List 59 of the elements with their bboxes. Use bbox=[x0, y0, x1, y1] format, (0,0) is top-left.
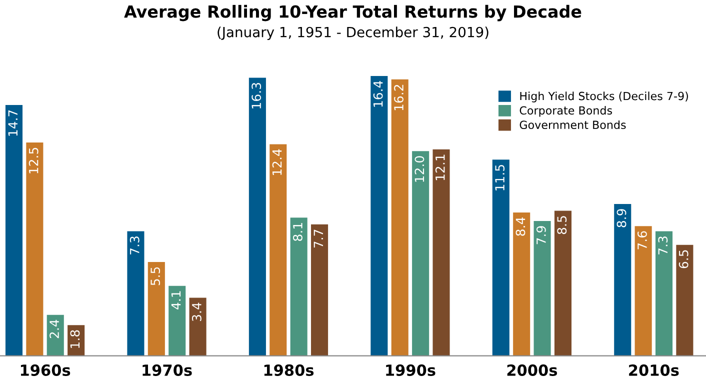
chart-subtitle: (January 1, 1951 - December 31, 2019) bbox=[218, 26, 488, 40]
bar bbox=[127, 231, 144, 356]
bar bbox=[676, 244, 694, 356]
bar bbox=[534, 221, 551, 356]
data-label: 1.8 bbox=[70, 330, 80, 348]
bar bbox=[5, 105, 23, 356]
data-label: 2.4 bbox=[50, 320, 59, 338]
data-label: 16.2 bbox=[394, 84, 404, 110]
data-label: 12.4 bbox=[272, 149, 282, 175]
legend-label: Corporate Bonds bbox=[520, 106, 612, 117]
bar bbox=[311, 224, 328, 356]
bar bbox=[655, 231, 673, 356]
data-label: 12.5 bbox=[28, 148, 38, 174]
data-label: 7.9 bbox=[536, 226, 546, 244]
data-label: 3.4 bbox=[192, 302, 202, 321]
data-label: 7.3 bbox=[130, 236, 140, 254]
bar bbox=[189, 298, 206, 356]
chart-title: Average Rolling 10-Year Total Returns by Decade bbox=[124, 4, 582, 22]
x-tick-label: 1960s bbox=[20, 364, 70, 376]
bar bbox=[270, 144, 287, 356]
data-label: 12.0 bbox=[414, 156, 424, 182]
data-label: 8.5 bbox=[557, 216, 567, 234]
data-label: 8.1 bbox=[293, 223, 302, 241]
bar bbox=[168, 286, 186, 356]
bar bbox=[412, 151, 430, 356]
data-label: 12.1 bbox=[435, 154, 445, 180]
bar bbox=[26, 142, 44, 356]
x-tick-label: 1990s bbox=[386, 364, 436, 376]
bar bbox=[148, 262, 165, 356]
data-label: 16.4 bbox=[373, 80, 383, 107]
bar bbox=[46, 314, 64, 356]
data-label: 6.5 bbox=[678, 250, 688, 268]
data-label: 7.6 bbox=[637, 231, 647, 250]
bar bbox=[492, 160, 510, 356]
x-tick-label: 1970s bbox=[142, 364, 192, 376]
x-tick-label: 2010s bbox=[629, 364, 679, 376]
bar bbox=[68, 325, 85, 356]
x-tick-label: 2000s bbox=[507, 364, 558, 376]
data-label: 14.7 bbox=[8, 110, 18, 136]
data-label: 7.3 bbox=[658, 236, 668, 254]
bar bbox=[513, 212, 530, 356]
data-label: 4.1 bbox=[171, 291, 181, 310]
bar bbox=[391, 79, 408, 356]
bar bbox=[290, 218, 308, 356]
data-label: 5.5 bbox=[150, 267, 160, 286]
bar bbox=[634, 226, 652, 356]
data-label: 11.5 bbox=[495, 164, 505, 190]
legend-label: Government Bonds bbox=[520, 120, 626, 130]
data-label: 7.7 bbox=[314, 230, 323, 248]
bar bbox=[248, 78, 266, 356]
bar bbox=[554, 210, 572, 356]
bar bbox=[370, 76, 388, 356]
data-label: 8.4 bbox=[516, 217, 526, 236]
legend-label: High Yield Stocks (Deciles 7-9) bbox=[520, 92, 688, 102]
data-label: 16.3 bbox=[252, 82, 262, 108]
data-label: 8.9 bbox=[616, 209, 626, 228]
bar bbox=[614, 204, 632, 356]
bar bbox=[432, 149, 450, 356]
x-tick-label: 1980s bbox=[264, 364, 314, 376]
